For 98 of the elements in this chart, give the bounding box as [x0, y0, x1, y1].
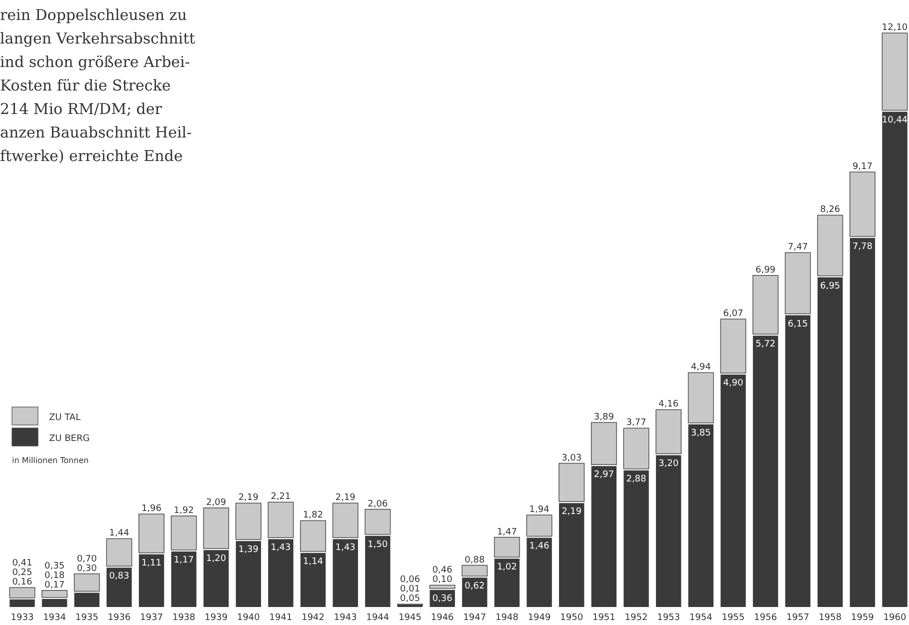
x-tick-label: 1939 — [204, 613, 228, 623]
data-label: 6,95 — [820, 281, 840, 292]
data-label: 0,18 — [44, 570, 65, 581]
x-tick-label: 1935 — [75, 613, 98, 623]
total-label: 0,46 — [432, 566, 453, 576]
total-label: 0,35 — [44, 561, 65, 572]
x-tick-label: 1934 — [43, 613, 66, 623]
total-label: 4,94 — [690, 362, 712, 373]
data-label: 0,10 — [432, 575, 453, 586]
x-tick-label: 1956 — [754, 613, 778, 623]
annotation: anzen Bauabschnitt Heil- — [0, 124, 192, 142]
text: rein Doppelschleusen zu — [0, 6, 188, 24]
total-label: 2,19 — [335, 493, 356, 504]
data-label: 0,83 — [109, 572, 130, 582]
legend-label: ZU BERG — [49, 434, 90, 444]
x-tick-label: 1952 — [624, 613, 648, 623]
data-label: 2,88 — [626, 474, 647, 484]
x-tick-label: 1954 — [689, 613, 713, 623]
total-label: 0,70 — [76, 554, 98, 564]
total-label: 8,26 — [820, 205, 840, 216]
x-tick-label: 1955 — [722, 613, 745, 623]
data-label: 0,01 — [400, 584, 420, 595]
total-label: 1,96 — [141, 504, 162, 514]
x-tick-label: 1944 — [366, 613, 390, 623]
legend-label: ZU TAL — [49, 413, 81, 423]
data-label: 1,11 — [141, 558, 162, 568]
data-label: 5,72 — [755, 340, 776, 350]
data-label: 2,19 — [562, 507, 582, 518]
data-label: 0,36 — [432, 594, 453, 604]
total-label: 1,47 — [496, 527, 517, 538]
x-tick-label: 1948 — [496, 613, 519, 623]
data-label: 1,20 — [206, 554, 226, 564]
total-label: 1,44 — [109, 528, 130, 539]
data-label: 1,39 — [238, 545, 259, 556]
data-label: 1,02 — [496, 562, 517, 573]
data-label: 3,20 — [658, 459, 679, 470]
total-label: 4,16 — [658, 400, 679, 410]
x-tick-label: 1950 — [560, 613, 584, 623]
data-label: 0,16 — [12, 578, 33, 588]
x-tick-label: 1958 — [818, 613, 842, 623]
data-label: 2,97 — [594, 470, 614, 480]
x-tick-label: 1941 — [269, 613, 292, 623]
total-label: 1,82 — [303, 510, 324, 521]
x-tick-label: 1937 — [140, 613, 163, 623]
x-tick-label: 1947 — [463, 613, 486, 623]
total-label: 3,77 — [626, 418, 646, 428]
total-label: 6,99 — [755, 265, 776, 276]
total-label: 12,10 — [882, 23, 908, 33]
total-label: 3,89 — [594, 412, 614, 422]
annotation: langen Verkehrsabschnitt — [0, 30, 196, 48]
x-tick-label: 1946 — [430, 613, 454, 623]
data-label: 1,14 — [303, 556, 324, 567]
data-label: 1,17 — [174, 555, 194, 566]
x-tick-label: 1943 — [334, 613, 357, 623]
data-label: 0,25 — [12, 568, 32, 578]
annotation: 214 Mio RM/DM; der — [0, 100, 163, 118]
total-label: 2,21 — [270, 492, 291, 502]
total-label: 0,06 — [400, 575, 420, 586]
annotation: Kosten für die Strecke — [0, 76, 171, 94]
annotation: ind schon größere Arbei- — [0, 53, 190, 71]
data-label: 10,44 — [882, 116, 908, 126]
x-tick-label: 1933 — [10, 613, 34, 623]
data-label: 7,78 — [852, 242, 873, 252]
data-label: 0,17 — [44, 580, 65, 590]
data-label: 4,90 — [723, 378, 744, 389]
data-label: 0,62 — [464, 582, 485, 592]
data-label: 3,85 — [690, 428, 711, 438]
total-label: 2,06 — [368, 499, 388, 510]
x-tick-label: 1949 — [528, 613, 552, 623]
x-tick-label: 1938 — [172, 613, 196, 623]
x-tick-label: 1957 — [786, 613, 810, 623]
total-label: 1,94 — [529, 504, 550, 515]
total-label: 0,41 — [12, 558, 32, 569]
annotation: ftwerke) erreichte Ende — [0, 147, 183, 165]
data-label: 1,50 — [368, 540, 388, 550]
legend-title: in Millionen Tonnen — [12, 456, 89, 465]
x-tick-label: 1959 — [851, 613, 874, 623]
x-tick-label: 1960 — [883, 613, 907, 623]
data-label: 1,43 — [335, 543, 356, 554]
total-label: 2,19 — [238, 493, 259, 504]
x-tick-label: 1936 — [108, 613, 131, 623]
total-label: 3,03 — [562, 453, 582, 464]
data-label: 0,05 — [400, 594, 420, 604]
total-label: 0,88 — [464, 555, 485, 566]
x-tick-label: 1951 — [592, 613, 616, 623]
data-label: 6,15 — [788, 319, 808, 330]
total-label: 2,09 — [206, 498, 226, 508]
total-label: 1,92 — [174, 506, 194, 516]
x-tick-label: 1942 — [302, 613, 325, 623]
data-label: 0,30 — [76, 564, 98, 574]
data-label: 1,43 — [270, 543, 291, 554]
x-tick-label: 1945 — [398, 613, 422, 623]
total-label: 9,17 — [852, 162, 872, 172]
data-label: 1,46 — [529, 542, 550, 552]
total-label: 6,07 — [723, 309, 744, 320]
x-tick-label: 1953 — [657, 613, 680, 623]
x-tick-label: 1940 — [236, 613, 260, 623]
total-label: 7,47 — [788, 242, 808, 253]
